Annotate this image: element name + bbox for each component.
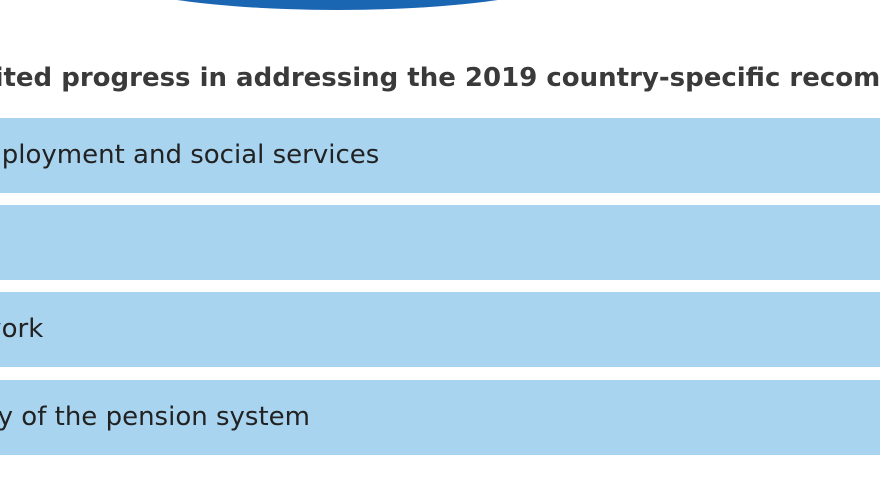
recommendation-label: Sustainability of the pension system	[0, 402, 310, 432]
recommendation-row	[0, 205, 880, 280]
banner-arc-graphic	[70, 0, 605, 10]
recommendation-row: Employment and social services	[0, 118, 880, 193]
section-heading-text: Limited progress in addressing the 2019 …	[0, 63, 880, 93]
recommendation-row: Undeclared work	[0, 292, 880, 367]
recommendation-label: Undeclared work	[0, 314, 44, 344]
section-heading: Limited progress in addressing the 2019 …	[0, 58, 880, 98]
recommendation-row: Sustainability of the pension system	[0, 380, 880, 455]
recommendation-label: Employment and social services	[0, 140, 380, 170]
